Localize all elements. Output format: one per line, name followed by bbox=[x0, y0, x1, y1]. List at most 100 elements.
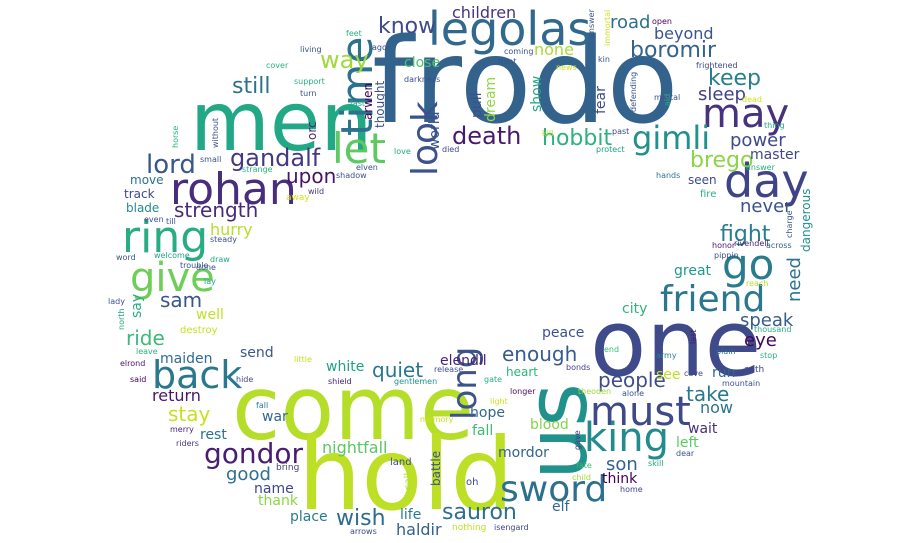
word: cover bbox=[266, 61, 289, 70]
word: fire bbox=[700, 189, 717, 200]
word: till bbox=[166, 217, 176, 226]
word: across bbox=[766, 241, 792, 250]
word: past bbox=[612, 127, 630, 136]
word: little bbox=[294, 355, 312, 364]
word: darkness bbox=[404, 75, 441, 84]
word: children bbox=[452, 3, 517, 22]
word: aid bbox=[663, 93, 672, 106]
word: hunt bbox=[498, 57, 517, 66]
word: end bbox=[604, 345, 620, 354]
word: let bbox=[332, 124, 386, 173]
word: isengard bbox=[494, 523, 529, 532]
word: land bbox=[390, 457, 412, 468]
word: brego bbox=[690, 148, 754, 173]
word: wild bbox=[308, 187, 325, 196]
word: say bbox=[129, 293, 145, 318]
word: draw bbox=[210, 255, 230, 264]
word: turn bbox=[300, 89, 317, 98]
word: back bbox=[152, 353, 243, 397]
word: hold bbox=[298, 416, 514, 533]
word: elendil bbox=[440, 353, 487, 369]
word: sword bbox=[500, 469, 608, 510]
word: oh bbox=[466, 477, 479, 488]
word: welcome bbox=[154, 251, 190, 260]
word: hide bbox=[236, 375, 254, 384]
word: shield bbox=[328, 377, 352, 386]
word: men bbox=[190, 75, 373, 170]
word: fear bbox=[593, 86, 609, 114]
word: heart bbox=[506, 365, 538, 379]
word: must bbox=[590, 389, 691, 435]
word: way bbox=[320, 46, 369, 74]
word: answer bbox=[746, 163, 775, 172]
word: lord bbox=[146, 150, 196, 180]
word: gave bbox=[573, 430, 582, 450]
word: kill bbox=[542, 129, 554, 138]
word: thousand bbox=[754, 325, 792, 334]
word: frightened bbox=[696, 61, 738, 70]
word: love bbox=[394, 147, 411, 156]
word: now bbox=[700, 398, 734, 417]
word: memory bbox=[420, 415, 454, 424]
word: army bbox=[656, 351, 677, 360]
word: theoden bbox=[578, 387, 612, 396]
word: maiden bbox=[160, 351, 213, 367]
word: gandalf bbox=[230, 144, 321, 172]
word: mortal bbox=[654, 93, 681, 102]
word: ride bbox=[126, 326, 165, 350]
word: upon bbox=[286, 164, 337, 188]
word: oath bbox=[744, 365, 765, 375]
word: plain bbox=[716, 347, 736, 356]
word: think bbox=[602, 471, 638, 487]
word: dream bbox=[483, 76, 499, 122]
word: legolas bbox=[428, 2, 592, 56]
word: defending bbox=[629, 71, 638, 112]
word: frodo bbox=[372, 12, 679, 150]
word: none bbox=[534, 40, 574, 59]
word: know bbox=[378, 14, 437, 39]
word: elrond bbox=[120, 359, 146, 368]
word: quiet bbox=[372, 358, 424, 382]
word: need bbox=[784, 257, 805, 302]
word: gondor bbox=[204, 437, 304, 470]
word: away bbox=[286, 193, 310, 203]
word: kin bbox=[598, 55, 610, 64]
word: friend bbox=[660, 279, 766, 320]
word: good bbox=[226, 464, 271, 485]
word: said bbox=[130, 375, 147, 384]
word: beyond bbox=[654, 24, 714, 43]
word: fall bbox=[472, 423, 494, 439]
word: son bbox=[606, 454, 638, 475]
word: seen bbox=[688, 173, 717, 187]
word: thought bbox=[373, 80, 387, 128]
word: answer bbox=[587, 9, 596, 38]
word: bring bbox=[276, 463, 300, 473]
word: small bbox=[200, 155, 222, 164]
word: lay bbox=[204, 277, 216, 286]
word: name bbox=[254, 481, 294, 497]
word: fate bbox=[576, 461, 592, 470]
word: haldir bbox=[396, 520, 442, 539]
word: well bbox=[196, 307, 224, 323]
word: arrows bbox=[350, 527, 377, 536]
word: left bbox=[676, 435, 699, 451]
word: world bbox=[427, 111, 443, 150]
word: word bbox=[116, 253, 136, 262]
word: riders bbox=[176, 439, 199, 448]
word: keep bbox=[708, 66, 761, 91]
word: rest bbox=[200, 427, 227, 443]
word: feet bbox=[346, 29, 362, 38]
word: immortal bbox=[603, 9, 612, 46]
word: never bbox=[740, 196, 792, 217]
word: gate bbox=[484, 375, 503, 384]
word: rivendell bbox=[734, 239, 769, 248]
word: run bbox=[712, 365, 736, 381]
word: sleep bbox=[698, 84, 746, 105]
word: shadow bbox=[336, 171, 367, 180]
word: master bbox=[750, 147, 800, 163]
word: track bbox=[124, 187, 155, 201]
word: hobbit bbox=[542, 126, 613, 151]
word: strange bbox=[242, 165, 273, 174]
word: see bbox=[656, 367, 681, 383]
